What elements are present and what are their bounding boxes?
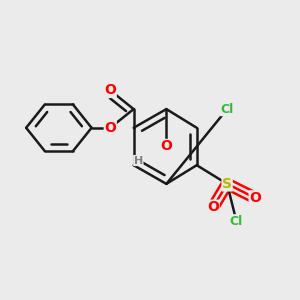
Text: Cl: Cl xyxy=(220,103,234,116)
Text: O: O xyxy=(207,200,219,214)
Text: O: O xyxy=(160,140,172,154)
Text: O: O xyxy=(104,121,116,135)
Text: Cl: Cl xyxy=(230,215,243,228)
Text: S: S xyxy=(222,177,232,191)
Text: O: O xyxy=(104,83,116,98)
Text: O: O xyxy=(249,191,261,205)
Text: H: H xyxy=(134,155,143,166)
